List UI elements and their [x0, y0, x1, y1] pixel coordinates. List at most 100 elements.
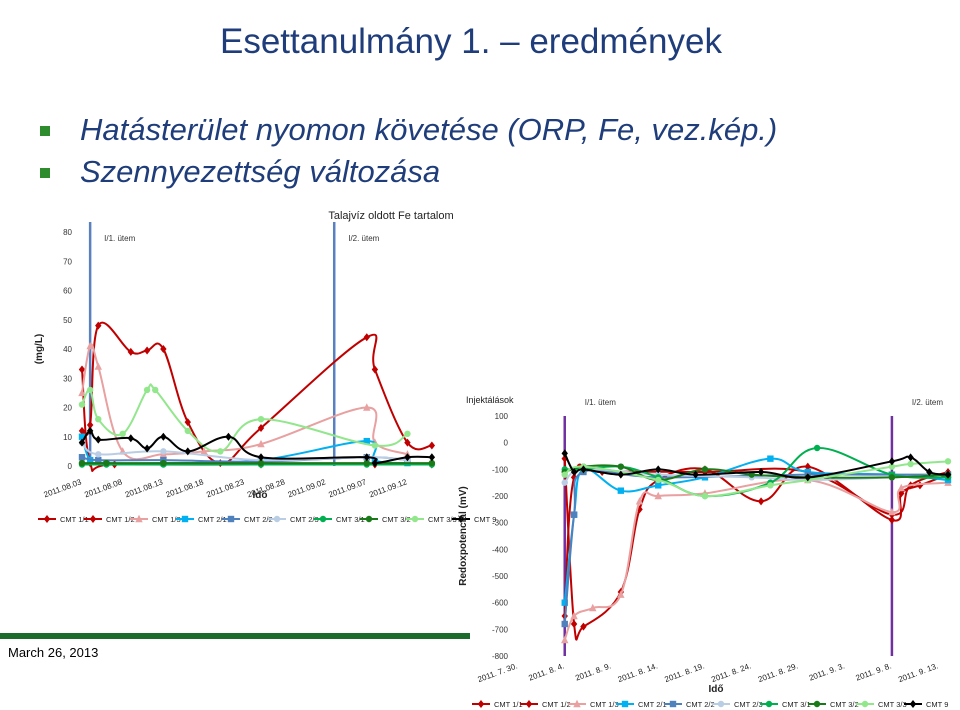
data-point [371, 459, 379, 468]
x-tick-label: 2011. 8. 9. [574, 661, 612, 682]
data-point [617, 590, 625, 598]
data-point [257, 416, 265, 423]
data-point [944, 458, 952, 465]
data-point [371, 365, 379, 374]
data-point [655, 476, 662, 484]
x-tick-label: 2011. 9. 13. [897, 661, 939, 684]
y-axis-label: (mg/L) [34, 334, 45, 365]
bullet-text: Szennyezettség változása [80, 154, 441, 189]
data-point [570, 468, 578, 476]
data-point [78, 454, 86, 461]
y-tick-label: -500 [492, 572, 509, 581]
legend-marker [909, 700, 917, 708]
data-point [363, 437, 370, 445]
phase-label: I/1. ütem [104, 234, 135, 243]
y-tick-label: 0 [68, 462, 73, 471]
chart-title: Injektálások [466, 395, 514, 405]
phase-label: I/1. ütem [585, 398, 616, 407]
phase-label: I/2. ütem [912, 398, 943, 407]
data-point [95, 435, 102, 444]
data-point [86, 341, 94, 350]
data-point [184, 447, 191, 456]
legend-label: CMT 2/3 [734, 700, 763, 709]
data-point [907, 460, 914, 468]
legend-marker [765, 700, 773, 708]
data-point [127, 347, 135, 356]
data-point [944, 470, 952, 479]
data-point [363, 403, 371, 411]
data-point [888, 507, 896, 516]
data-point [257, 423, 265, 432]
y-tick-label: 30 [63, 374, 72, 383]
series-group [561, 475, 952, 644]
data-point [561, 635, 569, 644]
x-tick-label: 2011. 8. 4. [527, 661, 565, 682]
data-point [363, 459, 370, 467]
data-point [363, 333, 370, 342]
data-point [143, 386, 151, 394]
data-point [428, 453, 436, 462]
data-point [78, 426, 86, 435]
data-point [701, 466, 709, 473]
data-point [95, 416, 102, 423]
data-point [767, 455, 774, 462]
data-point [888, 463, 896, 470]
legend-marker [669, 700, 677, 708]
legend-marker [573, 699, 581, 708]
legend-label: CMT 9 [926, 700, 948, 709]
data-point [143, 444, 151, 453]
data-point [570, 611, 578, 620]
data-point [257, 453, 265, 462]
data-point [561, 479, 568, 486]
data-point [757, 468, 765, 476]
legend-label: CMT 2/2 [244, 515, 273, 524]
data-point [257, 439, 265, 448]
data-point [217, 448, 224, 455]
data-point [907, 453, 914, 462]
data-point [95, 456, 102, 464]
slide-date: March 26, 2013 [8, 645, 99, 660]
series-line [563, 478, 949, 641]
series-line [563, 457, 949, 603]
legend-label: CMT 3/1 [782, 700, 811, 709]
y-tick-label: 60 [63, 287, 72, 296]
x-tick-label: 2011. 9. 8. [855, 661, 893, 682]
data-point [78, 401, 86, 408]
data-point [570, 620, 578, 628]
data-point [757, 497, 765, 506]
legend-label: CMT 2/3 [290, 515, 319, 524]
series-group [78, 426, 436, 468]
data-point [86, 421, 94, 430]
legend-label: CMT 1/3 [152, 515, 181, 524]
data-point [119, 430, 126, 438]
legend-label: CMT 3/2 [830, 700, 859, 709]
series-line [563, 458, 949, 641]
data-point [654, 491, 662, 500]
data-point [95, 451, 102, 458]
data-point [570, 511, 578, 518]
data-point [888, 516, 896, 524]
bullet-square-icon [40, 126, 50, 136]
y-tick-label: 20 [63, 404, 72, 413]
legend-marker [181, 515, 189, 523]
data-point [160, 432, 167, 441]
data-point [78, 438, 86, 447]
data-point [225, 432, 232, 441]
legend-marker [365, 515, 373, 523]
legend-marker [411, 515, 419, 523]
data-point [767, 482, 774, 489]
data-point [655, 482, 662, 489]
y-tick-label: 80 [63, 228, 72, 237]
x-tick-label: 2011. 8. 29. [757, 661, 799, 684]
phase-label: I/2. ütem [348, 234, 379, 243]
data-point [580, 622, 587, 631]
data-point [86, 426, 94, 435]
x-axis-label: Idő [709, 684, 724, 695]
legend-marker [525, 700, 533, 708]
x-tick-label: 2011. 8. 14. [617, 661, 659, 684]
y-tick-label: 100 [495, 412, 509, 421]
data-point [635, 497, 644, 505]
data-point [804, 462, 811, 471]
legend-marker [135, 514, 143, 523]
